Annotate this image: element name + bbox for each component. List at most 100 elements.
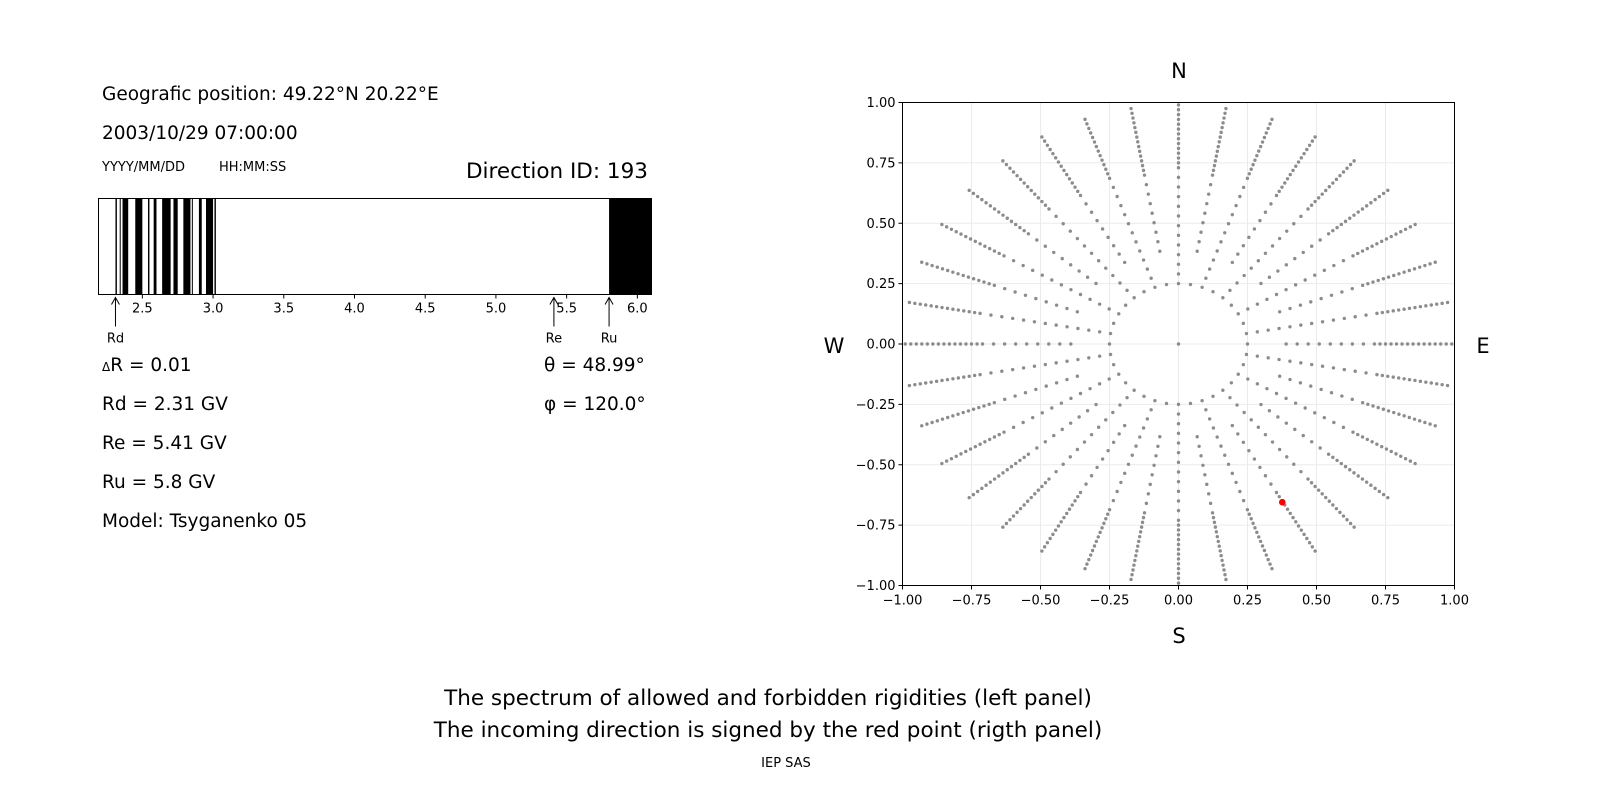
direction-grid-point [1427, 342, 1432, 346]
direction-grid-point [1386, 188, 1390, 193]
direction-grid-point [1327, 499, 1331, 503]
direction-grid-point [1424, 380, 1428, 384]
direction-grid-point [1132, 563, 1136, 567]
direction-grid-point [1379, 239, 1384, 244]
direction-grid-point [1249, 167, 1253, 171]
direction-grid-point [1008, 166, 1012, 170]
direction-grid-point [1381, 277, 1386, 281]
direction-grid-point [1433, 424, 1437, 428]
direction-grid-point [962, 309, 966, 313]
direction-grid-point [1288, 359, 1292, 363]
direction-grid-point [1352, 525, 1356, 529]
direction-grid-point [1334, 177, 1339, 182]
direction-grid-point [1269, 482, 1273, 486]
direction-grid-point [1089, 432, 1094, 437]
direction-grid-point [1270, 440, 1275, 444]
direction-grid-point [1219, 240, 1223, 244]
direction-grid-point [1138, 154, 1143, 158]
direction-grid-point [1095, 465, 1099, 470]
direction-grid-point [1217, 140, 1221, 144]
direction-grid-point [1117, 312, 1121, 316]
x-tick-label: 4.5 [415, 302, 436, 317]
direction-grid-point [1176, 194, 1181, 199]
direction-grid-point [1138, 249, 1142, 253]
direction-grid-point [1089, 251, 1094, 256]
direction-grid-point [945, 268, 950, 273]
direction-grid-point [1201, 221, 1205, 225]
direction-grid-point [913, 382, 917, 387]
direction-grid-point [1104, 167, 1108, 171]
marker-label-ru: Ru [601, 332, 618, 347]
direction-grid-point [1255, 382, 1260, 386]
direction-grid-point [954, 454, 958, 458]
direction-grid-point [1040, 273, 1044, 277]
direction-grid-point [940, 461, 944, 466]
direction-grid-point [1082, 244, 1087, 248]
direction-grid-point [1255, 330, 1260, 334]
direction-grid-point [1098, 530, 1102, 535]
direction-grid-point [1331, 503, 1335, 507]
geographic-position: Geografic position: 49.22°N 20.22°E [102, 84, 439, 105]
direction-grid-point [1224, 577, 1228, 582]
direction-grid-point [959, 232, 963, 236]
x-tick-label: −1.00 [883, 594, 923, 609]
direction-grid-point [1411, 342, 1415, 346]
direction-grid-point [1118, 281, 1122, 285]
direction-grid-point [1255, 302, 1260, 306]
direction-grid-point [1076, 189, 1080, 194]
direction-grid-point [971, 191, 976, 196]
direction-grid-point [1408, 225, 1413, 229]
direction-grid-point [1011, 258, 1016, 263]
direction-grid-point [1258, 465, 1262, 470]
direction-grid-point [907, 300, 912, 305]
direction-grid-point [1115, 489, 1119, 494]
direction-grid-point [1047, 342, 1051, 346]
direction-grid-point [1371, 280, 1375, 284]
direction-grid-point [1003, 397, 1007, 402]
direction-grid-point [1119, 203, 1123, 208]
direction-grid-point [1402, 307, 1406, 311]
direction-grid-point [1048, 536, 1052, 541]
direction-grid-point [992, 400, 997, 405]
direction-grid-point [1094, 402, 1098, 407]
direction-grid-point [956, 376, 961, 380]
direction-grid-point [1260, 140, 1265, 144]
direction-grid-point [1206, 492, 1211, 496]
direction-grid-point [1122, 423, 1127, 428]
forbidden-band [183, 198, 191, 295]
direction-grid-point [1360, 249, 1365, 253]
direction-grid-point [1265, 297, 1269, 302]
forbidden-band [148, 198, 150, 295]
direction-grid-point [1277, 189, 1281, 194]
direction-grid-point [1241, 498, 1246, 503]
direction-grid-point [1211, 290, 1215, 294]
direction-grid-point [1014, 222, 1018, 227]
direction-grid-point [1389, 234, 1393, 239]
direction-grid-point [1090, 135, 1095, 140]
direction-grid-point [1204, 408, 1208, 412]
direction-grid-point [1129, 577, 1133, 582]
direction-grid-point [1435, 302, 1439, 306]
direction-grid-point [1176, 576, 1181, 580]
direction-grid-point [1252, 227, 1257, 231]
footer-credit: IEP SAS [761, 756, 811, 771]
delta-r-text: R = 0.01 [110, 355, 192, 376]
direction-grid-point [1137, 539, 1141, 544]
direction-grid-point [1249, 266, 1253, 270]
phi-value: φ = 120.0° [544, 394, 646, 415]
direction-grid-point [1285, 229, 1289, 233]
direction-grid-point [1380, 373, 1385, 378]
direction-grid-point [971, 407, 976, 411]
direction-grid-point [1335, 225, 1339, 230]
direction-grid-point [1260, 544, 1265, 548]
direction-grid-point [1229, 381, 1234, 385]
direction-grid-point [1326, 232, 1331, 236]
direction-grid-point [1216, 539, 1220, 544]
direction-grid-point [1423, 420, 1427, 425]
direction-grid-point [1015, 510, 1019, 515]
direction-grid-point [1299, 156, 1304, 160]
direction-grid-point [931, 342, 935, 346]
direction-grid-point [1381, 407, 1386, 411]
direction-grid-point [1292, 462, 1296, 466]
direction-grid-point [984, 201, 988, 205]
